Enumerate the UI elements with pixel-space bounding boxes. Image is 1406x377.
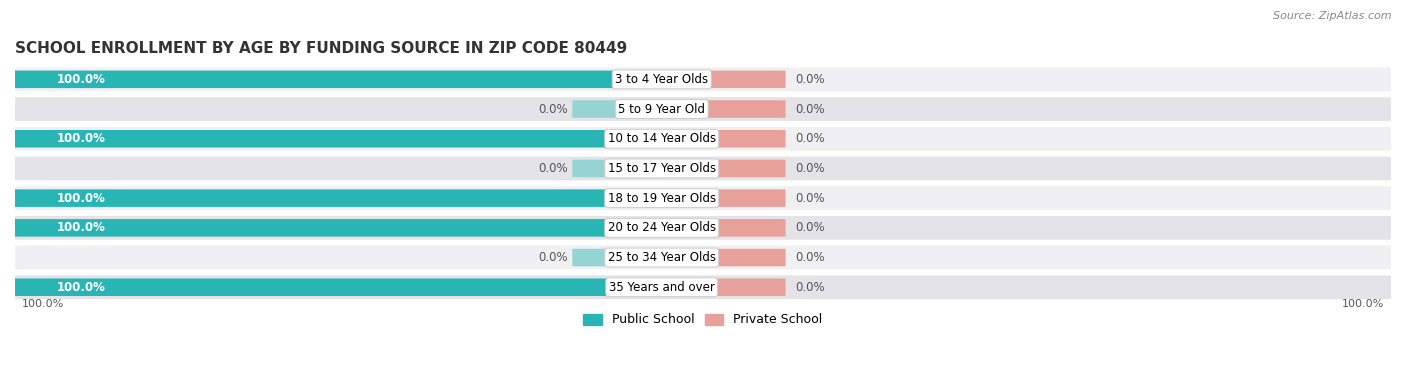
Text: Source: ZipAtlas.com: Source: ZipAtlas.com [1274,11,1392,21]
FancyBboxPatch shape [662,219,786,237]
Text: 25 to 34 Year Olds: 25 to 34 Year Olds [607,251,716,264]
Text: 15 to 17 Year Olds: 15 to 17 Year Olds [607,162,716,175]
Text: 0.0%: 0.0% [796,162,825,175]
FancyBboxPatch shape [662,160,786,177]
FancyBboxPatch shape [662,130,786,147]
FancyBboxPatch shape [8,67,1398,91]
Text: 0.0%: 0.0% [796,73,825,86]
Text: 0.0%: 0.0% [796,103,825,115]
Text: 0.0%: 0.0% [538,103,568,115]
FancyBboxPatch shape [8,216,1398,240]
Text: 100.0%: 100.0% [56,192,105,205]
FancyBboxPatch shape [8,156,1398,180]
Text: 0.0%: 0.0% [796,251,825,264]
Text: 100.0%: 100.0% [56,221,105,234]
FancyBboxPatch shape [8,70,669,88]
FancyBboxPatch shape [8,189,669,207]
Text: 100.0%: 100.0% [1341,299,1384,310]
Text: 0.0%: 0.0% [796,221,825,234]
Legend: Public School, Private School: Public School, Private School [578,308,828,331]
FancyBboxPatch shape [662,249,786,266]
FancyBboxPatch shape [8,130,669,147]
FancyBboxPatch shape [662,279,786,296]
Text: 5 to 9 Year Old: 5 to 9 Year Old [619,103,706,115]
Text: 35 Years and over: 35 Years and over [609,281,714,294]
Text: 0.0%: 0.0% [796,192,825,205]
FancyBboxPatch shape [572,160,669,177]
FancyBboxPatch shape [662,100,786,118]
Text: SCHOOL ENROLLMENT BY AGE BY FUNDING SOURCE IN ZIP CODE 80449: SCHOOL ENROLLMENT BY AGE BY FUNDING SOUR… [15,41,627,57]
FancyBboxPatch shape [8,279,669,296]
FancyBboxPatch shape [662,189,786,207]
FancyBboxPatch shape [572,100,669,118]
FancyBboxPatch shape [8,97,1398,121]
FancyBboxPatch shape [8,219,669,237]
Text: 20 to 24 Year Olds: 20 to 24 Year Olds [607,221,716,234]
Text: 10 to 14 Year Olds: 10 to 14 Year Olds [607,132,716,145]
Text: 100.0%: 100.0% [56,132,105,145]
Text: 18 to 19 Year Olds: 18 to 19 Year Olds [607,192,716,205]
Text: 0.0%: 0.0% [538,251,568,264]
FancyBboxPatch shape [572,249,669,266]
Text: 3 to 4 Year Olds: 3 to 4 Year Olds [616,73,709,86]
FancyBboxPatch shape [8,186,1398,210]
FancyBboxPatch shape [8,246,1398,270]
Text: 0.0%: 0.0% [538,162,568,175]
Text: 0.0%: 0.0% [796,281,825,294]
FancyBboxPatch shape [662,70,786,88]
Text: 100.0%: 100.0% [56,73,105,86]
Text: 100.0%: 100.0% [56,281,105,294]
FancyBboxPatch shape [8,275,1398,299]
Text: 0.0%: 0.0% [796,132,825,145]
Text: 100.0%: 100.0% [22,299,65,310]
FancyBboxPatch shape [8,127,1398,151]
